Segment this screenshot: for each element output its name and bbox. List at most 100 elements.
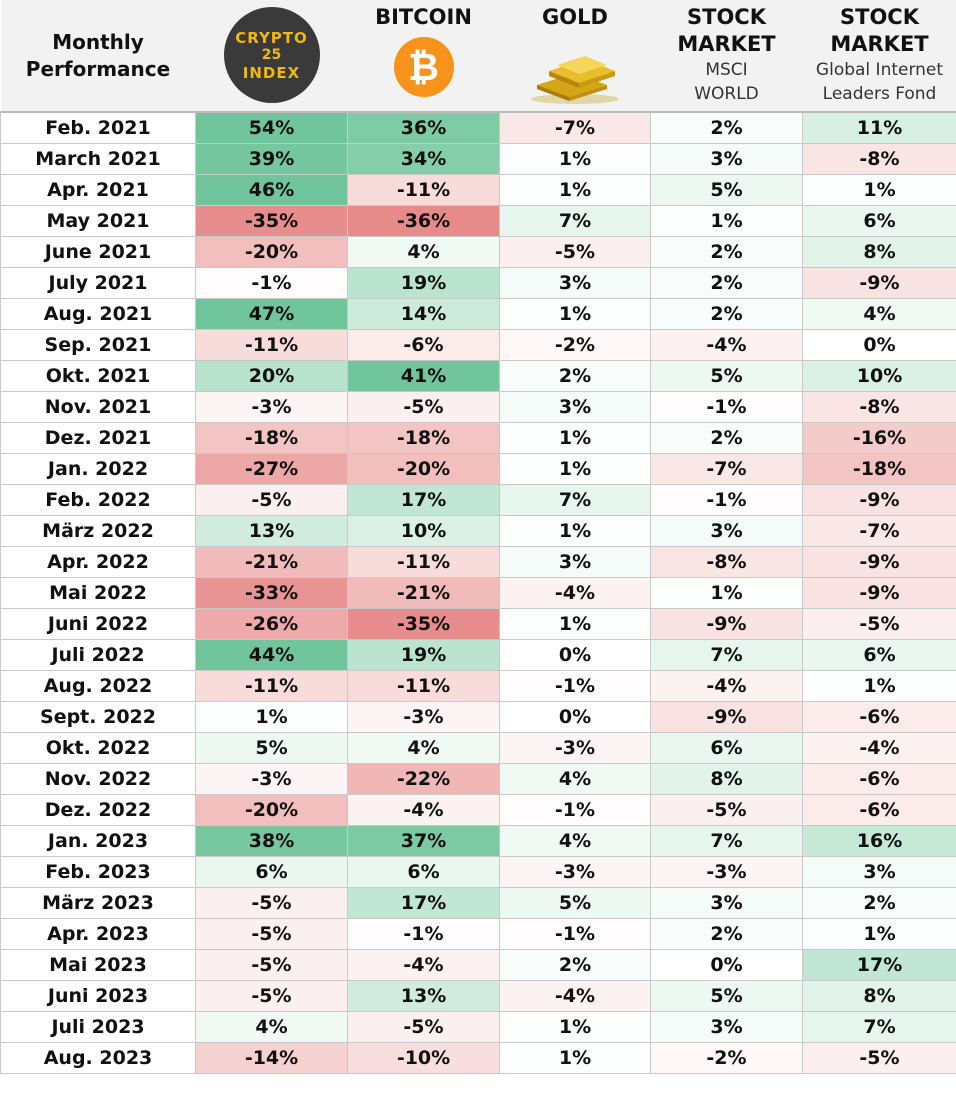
table-row: Aug. 2022 -11% -11% -1% -4% 1%	[0, 670, 956, 702]
crypto25-cell: -5%	[195, 887, 348, 919]
table-row: Apr. 2023 -5% -1% -1% 2% 1%	[0, 918, 956, 950]
gold-cell: 4%	[499, 763, 651, 795]
bitcoin-cell: 13%	[347, 980, 500, 1012]
crypto25-cell: 6%	[195, 856, 348, 888]
month-label: Dez. 2021	[0, 422, 196, 454]
crypto25-logo-line2: 25	[261, 46, 282, 63]
crypto25-cell: 46%	[195, 174, 348, 206]
bitcoin-cell: -36%	[347, 205, 500, 237]
bitcoin-cell: -5%	[347, 391, 500, 423]
month-label: Apr. 2022	[0, 546, 196, 578]
header-crypto25: CRYPTO 25 INDEX	[195, 0, 348, 113]
month-label: Jan. 2023	[0, 825, 196, 857]
crypto25-cell: -1%	[195, 267, 348, 299]
bitcoin-cell: -6%	[347, 329, 500, 361]
bitcoin-cell: -11%	[347, 174, 500, 206]
gold-cell: 1%	[499, 608, 651, 640]
table-row: March 2021 39% 34% 1% 3% -8%	[0, 143, 956, 175]
gold-cell: 7%	[499, 205, 651, 237]
month-label: July 2021	[0, 267, 196, 299]
table-row: Aug. 2023 -14% -10% 1% -2% -5%	[0, 1042, 956, 1074]
msci-cell: 7%	[650, 639, 803, 671]
bitcoin-cell: -35%	[347, 608, 500, 640]
internet-cell: 8%	[802, 236, 956, 268]
crypto25-logo: CRYPTO 25 INDEX	[223, 7, 320, 103]
bitcoin-icon: ₿	[393, 37, 454, 97]
table-row: Feb. 2023 6% 6% -3% -3% 3%	[0, 856, 956, 888]
gold-cell: 1%	[499, 453, 651, 485]
gold-cell: -3%	[499, 732, 651, 764]
corner-line2: Performance	[25, 57, 171, 81]
crypto25-cell: -35%	[195, 205, 348, 237]
bitcoin-cell: -20%	[347, 453, 500, 485]
msci-cell: 7%	[650, 825, 803, 857]
month-label: Juni 2022	[0, 608, 196, 640]
msci-cell: -4%	[650, 329, 803, 361]
month-label: Mai 2023	[0, 949, 196, 981]
bitcoin-cell: 19%	[347, 639, 500, 671]
internet-cell: 1%	[802, 174, 956, 206]
gold-cell: -1%	[499, 794, 651, 826]
bitcoin-cell: 34%	[347, 143, 500, 175]
month-label: März 2023	[0, 887, 196, 919]
gold-cell: 1%	[499, 1011, 651, 1043]
bitcoin-cell: -3%	[347, 701, 500, 733]
table-row: Juli 2023 4% -5% 1% 3% 7%	[0, 1011, 956, 1043]
gold-cell: 5%	[499, 887, 651, 919]
bitcoin-cell: -22%	[347, 763, 500, 795]
gold-cell: 1%	[499, 422, 651, 454]
internet-cell: 10%	[802, 360, 956, 392]
msci-cell: 2%	[650, 918, 803, 950]
gold-cell: 0%	[499, 701, 651, 733]
table-row: July 2021 -1% 19% 3% 2% -9%	[0, 267, 956, 299]
header-msci: STOCK MARKET MSCI WORLD	[650, 0, 803, 113]
table-row: May 2021 -35% -36% 7% 1% 6%	[0, 205, 956, 237]
internet-title-line1: STOCK	[840, 5, 919, 29]
table-row: Sep. 2021 -11% -6% -2% -4% 0%	[0, 329, 956, 361]
table-row: März 2023 -5% 17% 5% 3% 2%	[0, 887, 956, 919]
internet-cell: 11%	[802, 111, 956, 144]
month-label: Nov. 2021	[0, 391, 196, 423]
crypto25-cell: 13%	[195, 515, 348, 547]
crypto25-cell: 39%	[195, 143, 348, 175]
crypto25-cell: -11%	[195, 329, 348, 361]
table-row: Nov. 2022 -3% -22% 4% 8% -6%	[0, 763, 956, 795]
month-label: March 2021	[0, 143, 196, 175]
table-header: Monthly Performance CRYPTO 25 INDEX BITC…	[0, 0, 956, 113]
crypto25-cell: -20%	[195, 794, 348, 826]
bitcoin-cell: 17%	[347, 484, 500, 516]
internet-sub-line2: Leaders Fond	[822, 84, 937, 104]
gold-cell: 2%	[499, 360, 651, 392]
crypto25-cell: 38%	[195, 825, 348, 857]
gold-cell: -1%	[499, 918, 651, 950]
bitcoin-cell: -4%	[347, 949, 500, 981]
internet-cell: 6%	[802, 205, 956, 237]
gold-cell: 3%	[499, 546, 651, 578]
month-label: Feb. 2023	[0, 856, 196, 888]
internet-cell: -7%	[802, 515, 956, 547]
msci-title-line1: STOCK	[687, 5, 766, 29]
gold-cell: -1%	[499, 670, 651, 702]
msci-cell: -8%	[650, 546, 803, 578]
crypto25-cell: -21%	[195, 546, 348, 578]
msci-cell: 5%	[650, 360, 803, 392]
gold-cell: -4%	[499, 980, 651, 1012]
crypto25-cell: -5%	[195, 484, 348, 516]
internet-cell: -18%	[802, 453, 956, 485]
table-row: Dez. 2022 -20% -4% -1% -5% -6%	[0, 794, 956, 826]
month-label: Feb. 2022	[0, 484, 196, 516]
internet-title-line2: MARKET	[830, 32, 929, 56]
crypto25-cell: 20%	[195, 360, 348, 392]
table-row: Feb. 2021 54% 36% -7% 2% 11%	[0, 111, 956, 144]
crypto25-cell: -33%	[195, 577, 348, 609]
month-label: Okt. 2021	[0, 360, 196, 392]
internet-cell: 16%	[802, 825, 956, 857]
header-internet: STOCK MARKET Global Internet Leaders Fon…	[802, 0, 956, 113]
internet-cell: 6%	[802, 639, 956, 671]
month-label: June 2021	[0, 236, 196, 268]
msci-cell: 1%	[650, 205, 803, 237]
internet-cell: 1%	[802, 918, 956, 950]
crypto25-cell: -20%	[195, 236, 348, 268]
msci-cell: -7%	[650, 453, 803, 485]
internet-sub-line1: Global Internet	[815, 60, 944, 80]
